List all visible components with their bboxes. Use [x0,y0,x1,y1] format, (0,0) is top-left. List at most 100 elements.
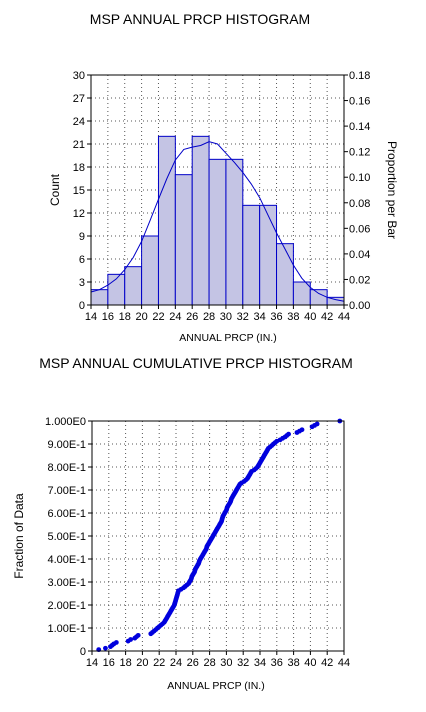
cumulative-x-tick-label: 42 [321,657,333,669]
cumulative-x-tick-label: 38 [287,657,299,669]
histogram-x-tick-label: 20 [135,311,147,323]
cumulative-point [103,645,108,651]
cumulative-x-tick-label: 20 [136,657,148,669]
histogram-y-tick-label: 9 [79,231,85,243]
histogram-bar [242,204,261,306]
cumulative-x-tick-label: 30 [220,657,232,669]
histogram-x-tick-label: 32 [237,311,249,323]
cumulative-x-tick-label: 40 [304,657,316,669]
histogram-x-tick-label: 26 [186,311,198,323]
histogram-y-tick-label: 15 [73,185,85,197]
histogram-x-tick-label: 30 [220,311,232,323]
cumulative-grid [91,420,345,652]
histogram-x-tick-label: 34 [254,311,266,323]
histogram-bar [124,266,143,306]
cumulative-title: MSP ANNUAL CUMULATIVE PRCP HISTOGRAM [39,355,353,371]
cumulative-y-axis-label: Fraction of Data [12,493,26,579]
histogram-y2-tick-label: 0.06 [349,223,370,235]
histogram-bars [90,135,345,306]
histogram-x-axis-label: ANNUAL PRCP (IN.) [179,332,276,344]
cumulative-y-tick-label: 3.00E-1 [47,577,86,589]
cumulative-x-tick-label: 22 [153,657,165,669]
histogram-bar [292,281,311,306]
histogram-x-tick-label: 28 [203,311,215,323]
cumulative-x-tick-label: 14 [86,657,98,669]
cumulative-x-ticks: 14 16 18 20 22 24 26 28 30 32 34 36 38 40 42 44 [86,651,350,669]
cumulative-y-tick-label: 5.00E-1 [47,531,86,543]
cumulative-point [128,637,134,642]
histogram-y-tick-label: 6 [79,254,85,266]
cumulative-point [314,421,320,427]
histogram-y-ticks: 0 3 6 9 12 15 18 21 24 27 30 [73,70,91,312]
histogram-x-tick-label: 18 [119,311,131,323]
histogram-bar [309,289,328,306]
histogram-y-tick-label: 30 [73,70,85,82]
histogram-x-tick-label: 40 [304,311,316,323]
cumulative-x-tick-label: 16 [103,657,115,669]
histogram-y2-tick-label: 0.10 [349,172,370,184]
histogram-y-axis-label: Count [48,173,62,206]
histogram-x-tick-label: 22 [152,311,164,323]
cumulative-x-tick-label: 24 [170,657,182,669]
histogram-y-tick-label: 24 [73,116,85,128]
histogram-y-tick-label: 27 [73,93,85,105]
cumulative-x-tick-label: 26 [187,657,199,669]
cumulative-point [113,640,119,645]
cumulative-x-tick-label: 18 [119,657,131,669]
histogram-x-ticks: 14 16 18 20 22 24 26 28 30 32 34 36 38 40 42 44 [85,305,350,323]
histogram-x-tick-label: 42 [321,311,333,323]
cumulative-x-tick-label: 36 [271,657,283,669]
histogram-bar [174,174,193,306]
histogram-x-tick-label: 38 [287,311,299,323]
cumulative-y-tick-label: 1.00E-1 [47,623,86,635]
histogram-chart: MSP ANNUAL PRCP HISTOGRAM 14 16 18 20 22 24 26… [48,11,399,344]
cumulative-points [96,418,343,653]
cumulative-plot-frame [91,420,345,652]
cumulative-point [286,431,291,437]
histogram-y2-tick-label: 0.00 [349,300,370,312]
histogram-y2-tick-label: 0.18 [349,70,370,82]
histogram-bar [225,158,244,306]
cumulative-x-tick-label: 32 [237,657,249,669]
density-curve [90,141,345,302]
cumulative-x-tick-label: 34 [254,657,266,669]
histogram-y2-ticks: 0.00 0.02 0.04 0.06 0.08 0.10 0.12 0.14 0.16 0.18 [344,70,370,312]
histogram-bar [157,135,176,306]
histogram-y2-tick-label: 0.08 [349,198,370,210]
histogram-y-tick-label: 18 [73,162,85,174]
histogram-y-tick-label: 12 [73,208,85,220]
histogram-bar [141,235,159,306]
histogram-y2-tick-label: 0.16 [349,96,370,108]
histogram-bar [276,243,294,306]
histogram-y2-tick-label: 0.02 [349,274,370,286]
cumulative-y-tick-label: 8.00E-1 [47,462,86,474]
cumulative-point [299,427,305,433]
cumulative-x-tick-label: 28 [203,657,215,669]
cumulative-y-ticks: 0 1.00E-1 2.00E-1 3.00E-1 4.00E-1 5.00E-1 6.00… [45,416,92,658]
histogram-x-tick-label: 16 [102,311,114,323]
histogram-bar [90,289,109,306]
cumulative-x-tick-label: 44 [338,657,350,669]
cumulative-y-tick-label: 6.00E-1 [47,508,86,520]
histogram-y2-tick-label: 0.04 [349,249,370,261]
cumulative-y-tick-label: 7.00E-1 [47,485,86,497]
histogram-bar [259,204,278,306]
cumulative-y-tick-label: 2.00E-1 [47,600,86,612]
histogram-title: MSP ANNUAL PRCP HISTOGRAM [90,11,310,27]
histogram-y2-tick-label: 0.14 [349,121,370,133]
histogram-x-tick-label: 44 [338,311,350,323]
histogram-y-tick-label: 0 [79,300,85,312]
histogram-bar [191,135,210,306]
cumulative-point [135,632,141,638]
cumulative-chart: MSP ANNUAL CUMULATIVE PRCP HISTOGRAM 14 1… [12,355,353,692]
cumulative-y-tick-label: 1.000E0 [45,416,86,428]
cumulative-y-tick-label: 0 [80,646,86,658]
cumulative-x-axis-label: ANNUAL PRCP (IN.) [167,680,264,692]
histogram-y-tick-label: 3 [79,277,85,289]
histogram-y2-axis-label: Proportion per Bar [385,141,399,239]
histogram-x-tick-label: 14 [85,311,97,323]
histogram-x-tick-label: 24 [169,311,181,323]
histogram-bar [208,158,227,306]
cumulative-y-tick-label: 9.00E-1 [47,439,86,451]
